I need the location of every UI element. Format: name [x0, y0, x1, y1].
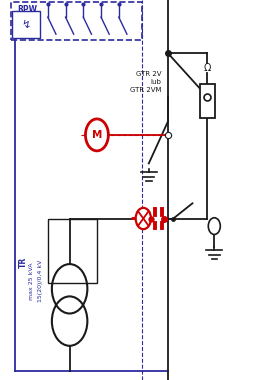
Text: 15(20)/0,4 kV: 15(20)/0,4 kV — [38, 260, 43, 302]
Text: GTR 2V
lub
GTR 2VM: GTR 2V lub GTR 2VM — [130, 71, 161, 93]
Circle shape — [85, 119, 108, 151]
Circle shape — [136, 208, 151, 229]
Text: RPW: RPW — [18, 5, 38, 14]
Bar — [12, 11, 40, 38]
Bar — [200, 84, 215, 118]
Bar — [11, 2, 142, 40]
Text: ↯: ↯ — [21, 20, 31, 30]
Text: M: M — [92, 130, 102, 140]
Bar — [48, 218, 97, 283]
Text: max 25 kVA: max 25 kVA — [29, 263, 34, 300]
Text: Ω: Ω — [204, 63, 211, 73]
Text: TR: TR — [19, 256, 28, 268]
Circle shape — [208, 218, 220, 234]
